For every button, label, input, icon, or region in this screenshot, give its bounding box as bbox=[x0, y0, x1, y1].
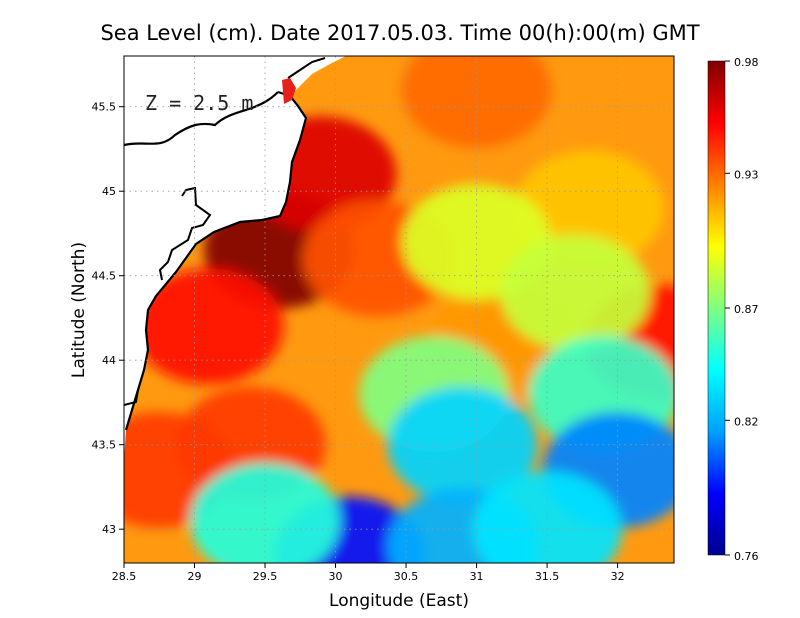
land-mask bbox=[124, 56, 346, 460]
chart-title: Sea Level (cm). Date 2017.05.03. Time 00… bbox=[100, 21, 699, 45]
y-tick-label: 44 bbox=[102, 354, 116, 367]
lagoon-outline bbox=[158, 186, 212, 281]
y-axis-label: Latitude (North) bbox=[69, 242, 89, 378]
x-tick-label: 29 bbox=[188, 570, 202, 583]
y-axis: 43 43.5 44 44.5 45 45.5 bbox=[92, 101, 124, 536]
delta-outline bbox=[287, 57, 326, 79]
y-tick-label: 43.5 bbox=[92, 439, 117, 452]
colorbar-gradient bbox=[707, 60, 726, 556]
y-tick-label: 45 bbox=[102, 185, 116, 198]
grid-lines bbox=[124, 56, 674, 563]
x-tick-label: 31.5 bbox=[535, 570, 560, 583]
field-sample bbox=[133, 268, 284, 385]
colorbar-tick-label: 0.82 bbox=[734, 415, 759, 428]
coastline-north bbox=[124, 91, 279, 147]
field-sample bbox=[401, 56, 552, 148]
x-tick-label: 30 bbox=[329, 570, 343, 583]
plot-area: Z = 2.5 m bbox=[123, 55, 675, 564]
x-axis: 28.5 29 29.5 30 30.5 31 31.5 32 bbox=[112, 563, 625, 583]
field-sample bbox=[500, 234, 651, 351]
danube-delta-land bbox=[282, 56, 346, 96]
x-tick-label: 31 bbox=[470, 570, 484, 583]
y-tick-label: 45.5 bbox=[92, 101, 117, 114]
plot-frame bbox=[123, 55, 675, 564]
coastline-west bbox=[124, 90, 308, 431]
delta-channel bbox=[282, 78, 296, 104]
colorbar: 0.76 0.82 0.87 0.93 0.98 bbox=[707, 56, 759, 563]
x-tick-label: 30.5 bbox=[394, 570, 419, 583]
x-tick-label: 29.5 bbox=[253, 570, 278, 583]
colorbar-tick-label: 0.76 bbox=[734, 550, 759, 563]
x-tick-label: 28.5 bbox=[112, 570, 137, 583]
colorbar-tick-label: 0.98 bbox=[734, 56, 759, 69]
coastline-south bbox=[124, 389, 139, 406]
colorbar-tick-label: 0.93 bbox=[734, 168, 759, 181]
depth-annotation: Z = 2.5 m bbox=[145, 91, 253, 115]
x-axis-label: Longitude (East) bbox=[329, 591, 469, 611]
y-tick-label: 44.5 bbox=[92, 270, 117, 283]
x-tick-label: 32 bbox=[611, 570, 625, 583]
field-sample bbox=[472, 471, 623, 563]
y-tick-label: 43 bbox=[102, 523, 116, 536]
coastline-land bbox=[124, 56, 306, 460]
field-sample bbox=[514, 150, 665, 267]
colorbar-tick-label: 0.87 bbox=[734, 303, 759, 316]
field-sample bbox=[387, 386, 538, 503]
